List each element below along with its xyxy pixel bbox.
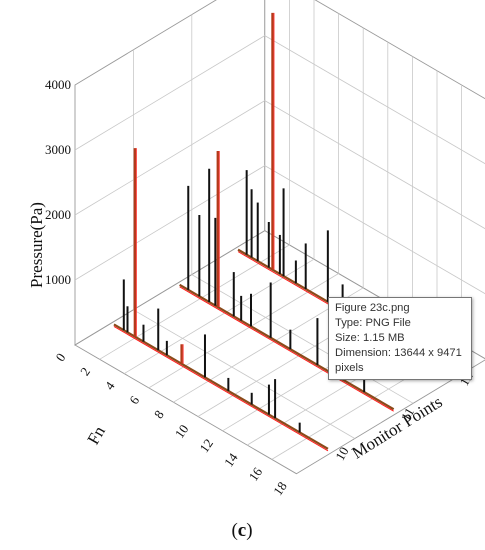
series-baseline-glow-10 (113, 325, 329, 452)
x-tick-label: 0 (52, 350, 68, 364)
x-tick-label: 4 (102, 378, 118, 392)
x-tick-label: 2 (77, 364, 93, 378)
z-tick-label: 4000 (45, 77, 71, 92)
series-baseline-glow-11 (179, 286, 394, 412)
tooltip-file-size: Size: 1.15 MB (335, 332, 405, 344)
x-tick-label: 6 (126, 393, 142, 407)
panel-label: (c) (231, 520, 253, 541)
x-axis-title: Fn (84, 422, 110, 447)
x-tick-label: 16 (246, 464, 266, 484)
fn-floor-grid-line (99, 244, 290, 360)
left-back-pane (74, 0, 266, 346)
file-info-tooltip: Figure 23c.png Type: PNG File Size: 1.15… (328, 297, 472, 380)
x-tick-label: 8 (151, 407, 167, 421)
panel-label-letter: c (237, 520, 247, 541)
tooltip-file-dimension: Dimension: 13644 x 9471 pixels (335, 347, 462, 374)
tooltip-file-type: Type: PNG File (335, 317, 411, 329)
x-tick-label: 10 (172, 422, 192, 441)
z-axis-title: Pressure(Pa) (27, 202, 46, 288)
depth-floor-grid-line (191, 274, 414, 404)
z-tick-label: 2000 (45, 207, 71, 222)
series-baseline-10 (113, 323, 329, 450)
x-tick-label: 14 (221, 450, 241, 470)
z-tick-label: 3000 (45, 142, 71, 157)
depth-floor-grid-line (133, 309, 356, 439)
floor-pane (74, 230, 485, 475)
x-tick-label: 12 (196, 436, 216, 455)
y-tick-label: 10 (332, 444, 351, 463)
fn-floor-grid-line (123, 258, 315, 374)
y-axis-title: Monitor Points (349, 392, 446, 462)
z-tick-label: 1000 (45, 272, 71, 287)
fn-floor-grid-line (148, 273, 339, 389)
tooltip-file-name: Figure 23c.png (335, 302, 410, 314)
x-tick-label: 18 (270, 479, 290, 498)
